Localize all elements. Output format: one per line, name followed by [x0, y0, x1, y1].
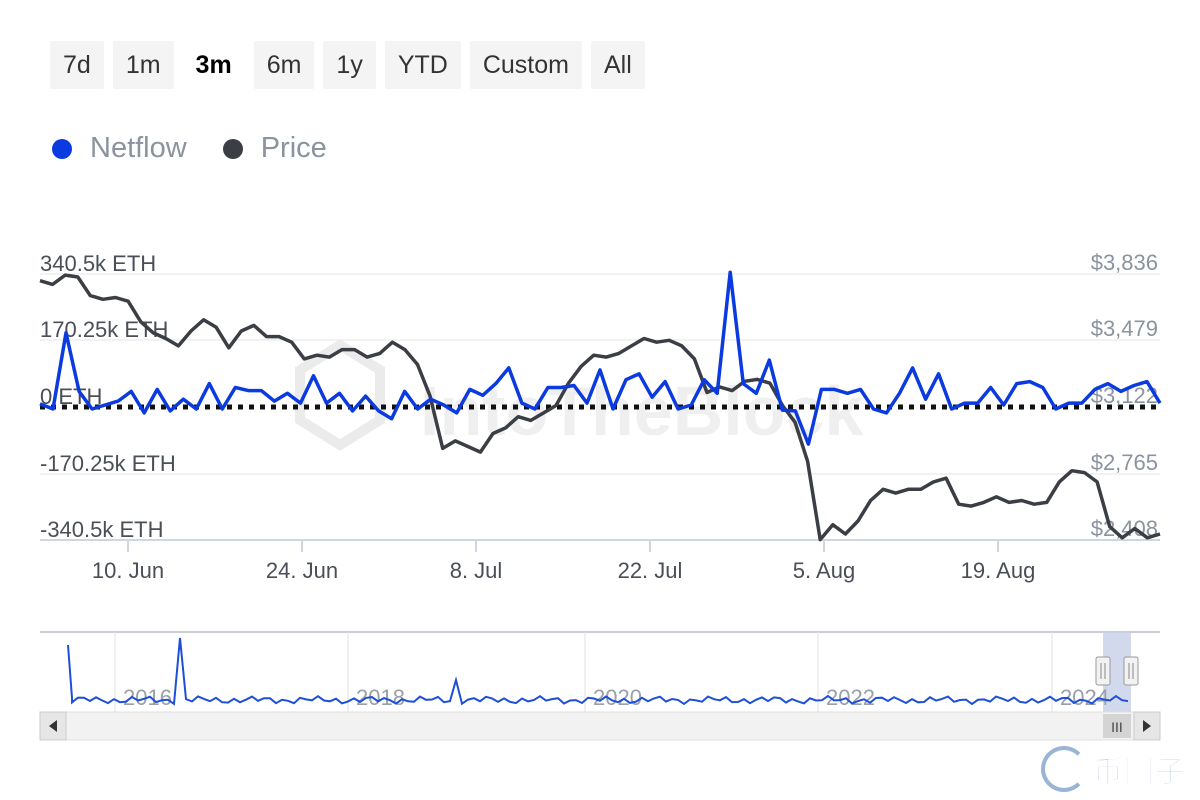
- scrollbar-track: [39, 711, 1161, 741]
- navigator-year-label: 2018: [356, 685, 405, 710]
- left-tick-label: 0 ETH: [40, 384, 102, 409]
- x-tick-label: 24. Jun: [266, 558, 338, 583]
- legend-item-netflow[interactable]: Netflow: [52, 132, 187, 165]
- right-tick-label: $2,765: [1091, 450, 1158, 475]
- legend-label-netflow: Netflow: [90, 132, 187, 164]
- x-tick-label: 22. Jul: [618, 558, 683, 583]
- navigator-year-label: 2020: [593, 685, 642, 710]
- x-tick-label: 10. Jun: [92, 558, 164, 583]
- x-axis: 10. Jun 24. Jun 8. Jul 22. Jul 5. Aug 19. Aug: [92, 540, 1035, 583]
- range-3m-button[interactable]: 3m: [182, 41, 245, 89]
- scroll-right-arrow-icon: [1143, 720, 1151, 732]
- range-7d-button[interactable]: 7d: [50, 41, 104, 89]
- series-layer: [39, 270, 1162, 542]
- scroll-left-arrow-icon: [49, 720, 57, 732]
- range-ytd-button[interactable]: YTD: [384, 41, 461, 89]
- navigator-handle-icon: [1095, 656, 1111, 686]
- x-tick-label: 19. Aug: [961, 558, 1036, 583]
- x-tick-label: 5. Aug: [793, 558, 855, 583]
- grid-lines: [40, 273, 1160, 541]
- x-tick-label: 8. Jul: [450, 558, 503, 583]
- scrollbar-thumb: [1103, 714, 1131, 738]
- brand-logo-icon: [1041, 746, 1087, 792]
- left-tick-label: -170.25k ETH: [40, 451, 176, 476]
- navigator-year-label: 2022: [826, 685, 875, 710]
- range-all-button[interactable]: All: [590, 41, 645, 89]
- range-1y-button[interactable]: 1y: [323, 41, 376, 89]
- corner-brand-text: 币圈子: [1093, 756, 1186, 790]
- series-line-price: [39, 273, 1161, 542]
- corner-brand: 币圈子: [1041, 746, 1186, 792]
- left-tick-label: 340.5k ETH: [40, 251, 156, 276]
- right-tick-label: $3,836: [1091, 250, 1158, 275]
- navigator-handle-icon: [1123, 656, 1139, 686]
- legend-label-price: Price: [260, 132, 327, 164]
- left-tick-label: -340.5k ETH: [40, 517, 164, 542]
- legend-item-price[interactable]: Price: [222, 132, 327, 165]
- right-tick-label: $3,479: [1091, 316, 1158, 341]
- range-1m-button[interactable]: 1m: [112, 41, 174, 89]
- range-selector: 7d 1m 3m 6m 1y YTD Custom All: [50, 41, 645, 89]
- range-6m-button[interactable]: 6m: [253, 41, 315, 89]
- netflow-dot-icon: [52, 138, 72, 159]
- price-dot-icon: [222, 138, 243, 159]
- scrollbar-grip-icon: III: [1111, 719, 1123, 735]
- navigator-series-line: [67, 637, 1129, 706]
- chart-legend: Netflow Price: [52, 132, 327, 165]
- range-custom-button[interactable]: Custom: [469, 41, 582, 89]
- series-line-netflow: [39, 270, 1162, 446]
